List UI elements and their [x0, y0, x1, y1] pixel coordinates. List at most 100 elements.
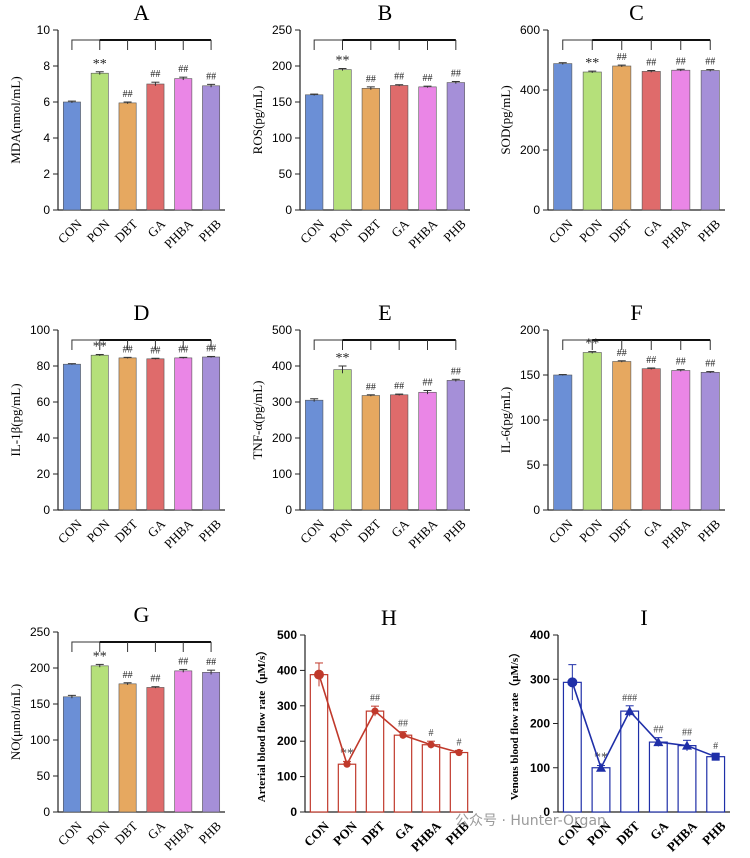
- panel-C: C 0 200 400 600 SOD(pg/mL) CON ** PON ## DBT ## GA ##…: [498, 0, 725, 251]
- y-tick-label-A: 6: [43, 95, 50, 109]
- x-tick-label-F-PHBA: PHBA: [659, 516, 695, 552]
- bar-C-DBT: [612, 65, 632, 211]
- bar-E-PHBA: [418, 391, 437, 511]
- bar-F-DBT: [612, 361, 632, 511]
- y-tick-label-G: 0: [43, 805, 50, 819]
- sig-label-G-PHB: ##: [206, 657, 216, 668]
- x-tick-label-B-PON: PON: [326, 216, 355, 245]
- y-tick-label-F: 0: [533, 503, 540, 517]
- x-tick-label-C-PHB: PHB: [695, 216, 724, 245]
- y-tick-label-B: 250: [272, 23, 292, 37]
- sig-label-I-PHBA: ##: [682, 727, 692, 738]
- panel-title-I: I: [640, 605, 647, 630]
- sig-label-B-GA: ##: [394, 72, 404, 83]
- bar-B-PHB: [446, 82, 465, 211]
- y-tick-label-G: 50: [37, 769, 51, 783]
- sig-label-H-DBT: ##: [370, 693, 380, 704]
- bar-D-PHB: [202, 356, 221, 511]
- sig-label-F-PHBA: ##: [676, 357, 686, 368]
- y-tick-label-D: 20: [37, 467, 51, 481]
- y-tick-label-H: 0: [290, 805, 297, 819]
- bar-E-CON: [305, 399, 324, 511]
- bar-H-PON: [337, 763, 357, 813]
- x-tick-label-A-PON: PON: [84, 216, 113, 245]
- bar-G-GA: [146, 687, 165, 813]
- marker-H-GA: [399, 731, 407, 739]
- panel-title-E: E: [378, 300, 391, 325]
- marker-H-PHBA: [427, 741, 435, 749]
- bracket-con-pon-F: [562, 339, 593, 350]
- y-tick-label-I: 400: [530, 628, 550, 642]
- sig-label-H-PHBA: #: [429, 728, 434, 739]
- x-tick-label-H-PHBA: PHBA: [408, 818, 445, 855]
- panel-title-C: C: [629, 0, 644, 25]
- y-tick-label-G: 100: [30, 733, 50, 747]
- x-tick-label-H-PON: PON: [330, 818, 360, 848]
- x-tick-label-B-PHBA: PHBA: [405, 216, 441, 252]
- y-tick-label-H: 400: [277, 663, 297, 677]
- bar-G-PON: [90, 665, 109, 813]
- sig-label-F-PON: **: [585, 337, 599, 352]
- x-tick-label-I-DBT: DBT: [613, 818, 643, 848]
- sig-label-B-PON: **: [336, 54, 350, 69]
- y-axis-label-B: ROS(pg/mL): [250, 86, 265, 155]
- bar-D-PON: [90, 354, 109, 511]
- bar-B-PHBA: [418, 86, 437, 211]
- bar-F-PHBA: [671, 370, 691, 511]
- panel-H: H 0 100 200 300 400 500 Arterial blood flow rat…: [255, 605, 473, 854]
- bar-E-PON: [333, 369, 352, 511]
- sig-label-C-PHB: ##: [705, 57, 715, 68]
- sig-label-B-DBT: ##: [366, 74, 376, 85]
- x-tick-label-G-CON: CON: [55, 818, 85, 848]
- x-tick-label-F-GA: GA: [640, 516, 664, 540]
- y-tick-label-E: 400: [272, 359, 292, 373]
- panel-title-F: F: [630, 300, 642, 325]
- bar-I-DBT: [620, 710, 640, 813]
- sig-label-G-GA: ##: [150, 674, 160, 685]
- y-tick-label-D: 80: [37, 359, 51, 373]
- x-tick-label-A-CON: CON: [55, 216, 85, 246]
- sig-label-F-DBT: ##: [617, 348, 627, 359]
- x-tick-label-C-CON: CON: [546, 216, 576, 246]
- y-tick-label-C: 600: [520, 23, 540, 37]
- y-tick-label-C: 400: [520, 83, 540, 97]
- marker-I-CON: [567, 677, 578, 688]
- x-tick-label-B-PHB: PHB: [440, 216, 469, 245]
- bar-G-CON: [62, 696, 81, 813]
- y-axis-label-I: Venous blood flow rate（μM/s）: [508, 647, 521, 800]
- marker-I-GA: [653, 737, 664, 747]
- x-tick-label-D-PHBA: PHBA: [161, 516, 197, 552]
- bar-F-CON: [553, 374, 573, 511]
- x-tick-label-A-PHBA: PHBA: [161, 216, 197, 252]
- series-line-H: [318, 674, 460, 767]
- sig-label-A-GA: ##: [150, 69, 160, 80]
- x-tick-label-F-PHB: PHB: [695, 516, 724, 545]
- bar-A-CON: [62, 101, 81, 211]
- sig-label-G-PON: **: [93, 649, 107, 664]
- sig-label-B-PHBA: ##: [423, 73, 433, 84]
- bracket-con-pon-D: [71, 339, 101, 350]
- y-axis-label-F: IL-6(pg/mL): [498, 387, 513, 453]
- bar-D-DBT: [118, 357, 137, 511]
- x-tick-label-C-PHBA: PHBA: [659, 216, 695, 252]
- x-tick-label-G-PON: PON: [84, 818, 113, 847]
- panel-E: E 0 100 200 300 400 500 TNF-α(pg/mL) CON ** PON ## D…: [250, 300, 470, 551]
- bar-C-PHBA: [671, 69, 691, 211]
- sig-label-D-PHBA: ##: [178, 344, 188, 355]
- y-tick-label-G: 150: [30, 697, 50, 711]
- x-tick-label-A-DBT: DBT: [111, 216, 140, 245]
- sig-label-C-PON: **: [585, 56, 599, 71]
- y-tick-label-E: 300: [272, 395, 292, 409]
- marker-I-PON: [596, 762, 606, 772]
- panel-B: B 0 50 100 150 200 250 ROS(pg/mL) CON ** PON ## DBT #…: [250, 0, 470, 251]
- y-tick-label-E: 200: [272, 431, 292, 445]
- y-tick-label-F: 150: [520, 368, 540, 382]
- x-tick-label-F-DBT: DBT: [606, 516, 635, 545]
- series-line-I: [571, 682, 716, 770]
- panel-A: A0246810MDA(nmol/mL)CON**PON##DBT##GA##P…: [8, 0, 225, 251]
- bar-F-GA: [641, 368, 661, 511]
- y-tick-label-B: 150: [272, 95, 292, 109]
- bar-B-DBT: [361, 88, 380, 211]
- bar-E-DBT: [361, 395, 380, 511]
- y-tick-label-H: 500: [277, 628, 297, 642]
